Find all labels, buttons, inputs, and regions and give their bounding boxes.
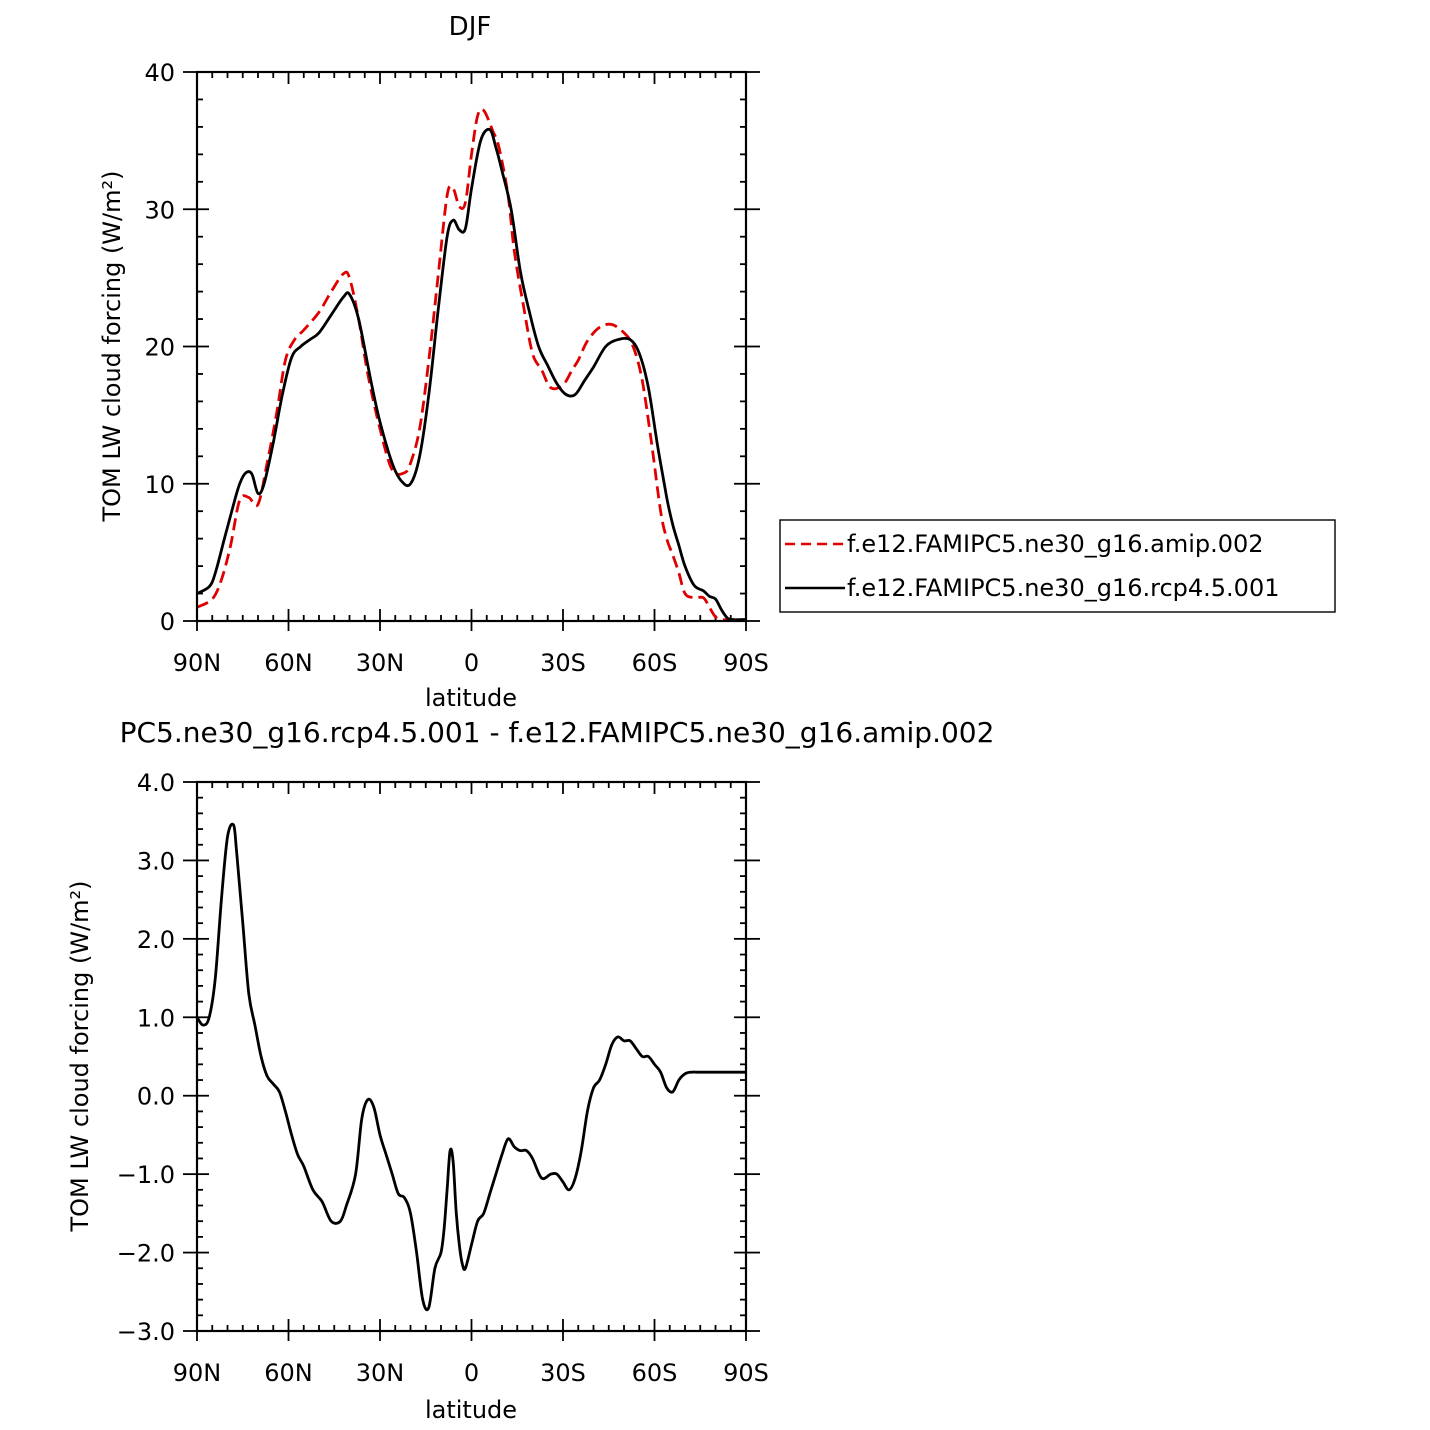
top-x-tick-label: 30N [356, 649, 405, 677]
bottom-x-tick-label: 60N [264, 1359, 313, 1387]
top-x-tick-label: 60N [264, 649, 313, 677]
top-y-tick-label: 10 [144, 471, 175, 499]
bottom-y-tick-label: −2.0 [117, 1240, 175, 1268]
top-chart-title: DJF [449, 12, 492, 42]
top-chart-panel: DJF 90N 60N 30N 0 30S 60S 90S 0 10 20 30 40 latitud… [98, 12, 1336, 712]
legend-label-rcp: f.e12.FAMIPC5.ne30_g16.rcp4.5.001 [847, 574, 1280, 602]
top-y-tick-label: 0 [160, 608, 175, 636]
top-x-tick-label: 90N [173, 649, 222, 677]
bottom-x-tick-label: 30S [540, 1359, 586, 1387]
top-x-tick-label: 90S [723, 649, 769, 677]
top-x-axis-label: latitude [425, 684, 517, 712]
legend-label-amip: f.e12.FAMIPC5.ne30_g16.amip.002 [847, 530, 1264, 558]
bottom-y-tick-label: 1.0 [137, 1004, 175, 1032]
bottom-x-tick-label: 90N [173, 1359, 222, 1387]
bottom-chart-title: PC5.ne30_g16.rcp4.5.001 - f.e12.FAMIPC5.… [120, 716, 995, 749]
bottom-chart-panel: PC5.ne30_g16.rcp4.5.001 - f.e12.FAMIPC5.… [66, 716, 994, 1424]
top-y-tick-label: 40 [144, 59, 175, 87]
bottom-y-tick-label: −1.0 [117, 1161, 175, 1189]
bottom-x-tick-label: 0 [464, 1359, 479, 1387]
bottom-x-tick-label: 90S [723, 1359, 769, 1387]
bottom-x-tick-label: 30N [356, 1359, 405, 1387]
top-y-tick-label: 30 [144, 196, 175, 224]
top-x-tick-label: 60S [632, 649, 678, 677]
top-y-axis-label: TOM LW cloud forcing (W/m²) [98, 171, 126, 523]
bottom-series-line-0 [195, 822, 746, 1312]
bottom-y-tick-label: 0.0 [137, 1083, 175, 1111]
top-series-line-1 [196, 127, 746, 622]
top-y-tick-label: 20 [144, 334, 175, 362]
bottom-y-tick-label: −3.0 [117, 1318, 175, 1346]
top-series-line-0 [196, 107, 746, 622]
top-x-tick-label: 0 [464, 649, 479, 677]
top-plot-frame [195, 70, 748, 623]
bottom-x-tick-label: 60S [632, 1359, 678, 1387]
bottom-y-tick-label: 3.0 [137, 847, 175, 875]
top-x-tick-label: 30S [540, 649, 586, 677]
bottom-y-tick-label: 4.0 [137, 769, 175, 797]
bottom-y-tick-label: 2.0 [137, 926, 175, 954]
bottom-x-axis-label: latitude [425, 1396, 517, 1424]
legend: f.e12.FAMIPC5.ne30_g16.amip.002 f.e12.FA… [779, 519, 1336, 613]
bottom-y-axis-label: TOM LW cloud forcing (W/m²) [66, 881, 94, 1233]
bottom-plot-frame [195, 780, 748, 1333]
legend-box [779, 519, 1336, 613]
